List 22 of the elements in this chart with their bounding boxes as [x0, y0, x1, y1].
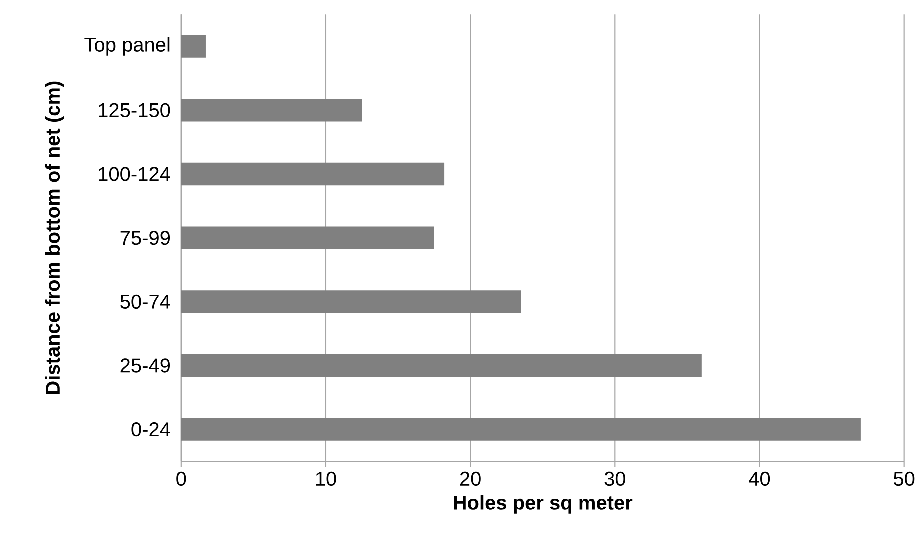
- bar: [181, 35, 206, 58]
- bar: [181, 99, 362, 122]
- y-tick-label: 75-99: [120, 231, 170, 246]
- y-tick-label: 50-74: [120, 294, 170, 310]
- x-tick-label: 0: [176, 472, 186, 486]
- y-tick-label: 25-49: [120, 358, 170, 373]
- bar: [181, 290, 522, 314]
- x-tick-label: 20: [460, 472, 481, 486]
- bar: [181, 162, 445, 186]
- x-tick-label: 10: [316, 472, 336, 486]
- y-tick-label: Top panel: [84, 37, 170, 56]
- x-tick-label: 40: [749, 472, 770, 486]
- y-tick-label: 100-124: [99, 167, 170, 182]
- bar: [181, 354, 702, 378]
- y-tick-label: 0-24: [132, 422, 170, 437]
- bar: [181, 418, 861, 441]
- bar: [181, 226, 434, 250]
- y-tick-label: 125-150: [99, 103, 170, 118]
- x-tick-label: 50: [894, 472, 915, 486]
- x-tick-label: 30: [604, 472, 626, 486]
- x-axis-title: Holes per sq meter: [454, 495, 633, 514]
- y-axis-title: Distance from bottom of net (cm): [45, 82, 64, 394]
